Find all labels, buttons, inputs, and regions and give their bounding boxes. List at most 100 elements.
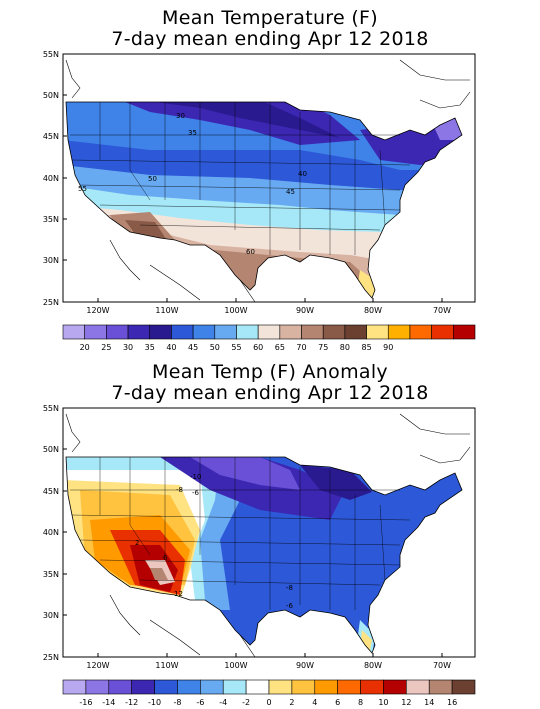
map1-legend-tick-label: 70 [296, 343, 306, 352]
map2-title-line2: 7-day mean ending Apr 12 2018 [111, 382, 429, 404]
map2-lat-45N: 45N [43, 487, 59, 496]
map1-title-line2: 7-day mean ending Apr 12 2018 [111, 28, 429, 50]
map2-lat-35N: 35N [43, 570, 59, 579]
map1-legend-tick-label: 90 [383, 343, 393, 352]
map2-contour-label-neg8: -8 [176, 486, 183, 494]
map1-lat-35N: 35N [43, 215, 59, 224]
map2-contour-labels: -10 -8 -6 2 6 12 -8 -6 [135, 473, 294, 610]
map1-legend-swatch [344, 324, 367, 340]
map2-legend-swatch [154, 679, 178, 695]
map2-legend-swatch [337, 679, 361, 695]
map1-us-outline [65, 101, 463, 299]
map1-contour-labels: 30 35 40 45 50 55 60 [78, 112, 307, 256]
map1-lat-55N: 55N [43, 50, 59, 59]
map2-lon-90W: 90W [296, 661, 314, 670]
map1-legend-swatch [322, 324, 346, 340]
map1-legend-tick-label: 30 [123, 343, 133, 352]
map2-lat-40N: 40N [43, 528, 59, 537]
map2-lat-30N: 30N [43, 611, 59, 620]
map1-title-line1: Mean Temperature (F) [162, 7, 378, 29]
map2-legend-swatch [200, 679, 224, 695]
map1-legend-swatch [366, 324, 389, 340]
map1-contour-label-35: 35 [188, 129, 197, 137]
map1-legend-swatch [387, 324, 411, 340]
map1-contour-label-30: 30 [176, 112, 185, 120]
map2-legend-swatch [177, 679, 201, 695]
map1-contour-label-55: 55 [78, 185, 87, 193]
map2-contour-label-neg10: -10 [190, 473, 201, 481]
map1-legend-swatch [62, 324, 85, 340]
map1-legend-tick-label: 65 [275, 343, 285, 352]
map2-lat-55N: 55N [43, 404, 59, 413]
map1-contour-label-60: 60 [246, 248, 255, 256]
map1-lon-120W: 120W [86, 306, 109, 315]
map2-legend-swatch [62, 679, 87, 695]
map1-legend-swatch [409, 324, 432, 340]
map2-legend-tick-label: 0 [266, 698, 271, 707]
map1-legend-swatch [192, 324, 216, 340]
map2-legend-tick-label: 12 [401, 698, 411, 707]
map2-legend: -16 -14 -12 -10 -8 -6 -4 -2 0 2 4 6 8 10 12 14 16 [62, 679, 476, 707]
map2-legend-swatch [268, 679, 293, 695]
map2-lon-70W: 70W [433, 661, 451, 670]
map1-contour-label-40: 40 [298, 170, 307, 178]
map2-legend-tick-label: 14 [424, 698, 434, 707]
map1-legend-tick-label: 85 [361, 343, 371, 352]
map1-legend-swatch [431, 324, 454, 340]
map1-legend-tick-label: 55 [231, 343, 241, 352]
map2-legend-swatch [314, 679, 338, 695]
map1-legend-swatch [171, 324, 194, 340]
map2-lat-25N: 25N [43, 653, 59, 662]
map2-legend-tick-label: 10 [378, 698, 388, 707]
map2-lon-120W: 120W [86, 661, 109, 670]
map1-legend-tick-label: 20 [80, 343, 90, 352]
map2-legend-tick-label: 2 [289, 698, 294, 707]
map2-coastlines [65, 413, 471, 658]
map2-lon-80W: 80W [364, 661, 382, 670]
map1-legend-swatch [149, 324, 172, 340]
map1-legend-tick-label: 60 [253, 343, 263, 352]
map1-lat-50N: 50N [43, 91, 59, 100]
map1-legend-tick-label: 80 [340, 343, 350, 352]
map1-lat-25N: 25N [43, 298, 59, 307]
map2-legend-swatch [131, 679, 155, 695]
map1-legend-swatch [279, 324, 302, 340]
map1-legend-swatch [301, 324, 324, 340]
map1-legend: 20 25 30 35 40 45 50 55 60 65 70 75 80 85 90 [62, 324, 476, 352]
map2-legend-tick-label: 6 [335, 698, 340, 707]
map1-legend-swatch [84, 324, 107, 340]
map2-legend-swatch [383, 679, 407, 695]
map1-lon-110W: 110W [155, 306, 178, 315]
map2-lon-110W: 110W [155, 661, 178, 670]
map1-legend-swatch [106, 324, 129, 340]
map2-legend-swatch [360, 679, 384, 695]
map1-contour-label-45: 45 [286, 188, 295, 196]
map1-contour-label-50: 50 [148, 175, 157, 183]
map2-legend-tick-label: 16 [447, 698, 457, 707]
map1-lat-45N: 45N [43, 132, 59, 141]
map2-lon-labels: 120W 110W 100W 90W 80W 70W [86, 661, 451, 670]
map1-legend-tick-label: 35 [145, 343, 155, 352]
map1-lon-80W: 80W [364, 306, 382, 315]
map2-contour-label-neg8b: -8 [286, 584, 293, 592]
map1-lon-labels: 120W 110W 100W 90W 80W 70W [86, 306, 451, 315]
map1-lon-100W: 100W [224, 306, 247, 315]
map2-us-outline [65, 456, 463, 654]
map1-legend-tick-label: 45 [188, 343, 198, 352]
map1-lon-70W: 70W [433, 306, 451, 315]
map2-legend-swatch [245, 679, 270, 695]
map2-legend-tick-label: 8 [358, 698, 363, 707]
map2-legend-swatch [85, 679, 110, 695]
map2-legend-tick-label: -12 [125, 698, 138, 707]
map1-lon-ticks [97, 298, 443, 302]
map2-contour-label-neg6: -6 [192, 489, 200, 497]
map2-legend-tick-label: 4 [312, 698, 317, 707]
map1-legend-tick-label: 25 [101, 343, 111, 352]
map1-lat-labels: 55N 50N 45N 40N 35N 30N 25N [43, 50, 59, 307]
map2-lon-100W: 100W [224, 661, 247, 670]
map2-lat-ticks [63, 448, 67, 616]
map1-legend-swatch [257, 324, 281, 340]
map1-state-lines [70, 102, 411, 255]
map2-legend-tick-label: -6 [196, 698, 204, 707]
